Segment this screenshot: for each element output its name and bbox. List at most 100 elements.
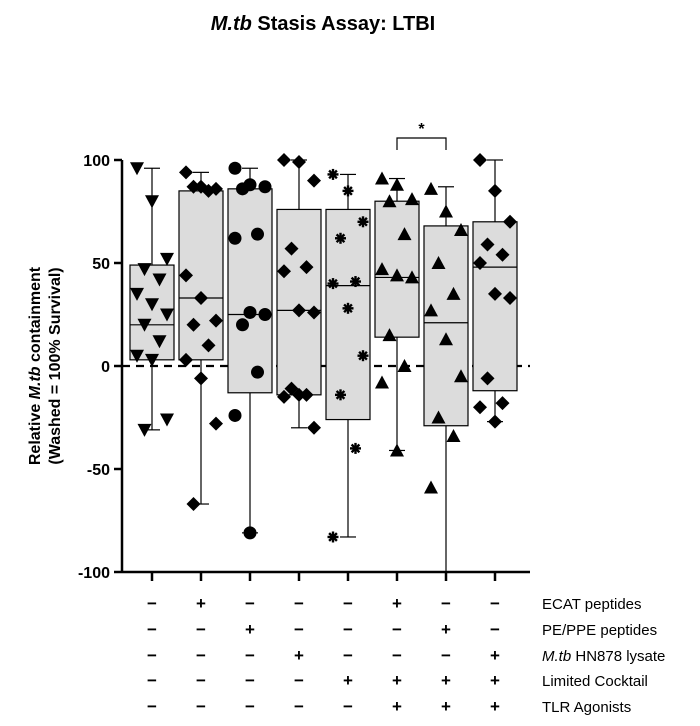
data-point-asterisk bbox=[357, 350, 369, 362]
condition-mark: − bbox=[392, 646, 402, 665]
condition-mark: − bbox=[343, 697, 353, 716]
data-point-triangle-down bbox=[160, 252, 174, 266]
condition-mark: − bbox=[196, 671, 206, 690]
condition-label: PE/PPE peptides bbox=[542, 622, 657, 639]
data-point-diamond bbox=[277, 264, 291, 279]
data-point-asterisk bbox=[357, 216, 369, 228]
data-point-asterisk bbox=[327, 168, 339, 180]
data-point-asterisk bbox=[335, 389, 346, 401]
condition-mark: − bbox=[245, 671, 255, 690]
box bbox=[276, 208, 322, 396]
asterisk-stroke bbox=[358, 217, 368, 227]
data-point-circle bbox=[258, 308, 272, 321]
data-point-triangle-up bbox=[431, 410, 446, 424]
condition-mark: − bbox=[343, 594, 353, 613]
data-point-diamond bbox=[473, 256, 487, 270]
condition-label-italic: M.tb bbox=[542, 648, 571, 665]
data-point-asterisk bbox=[342, 302, 354, 314]
condition-label: M.tb HN878 lysate bbox=[542, 648, 665, 665]
data-point-triangle-down bbox=[160, 308, 174, 322]
asterisk-stroke bbox=[328, 169, 338, 180]
data-point-circle bbox=[228, 408, 242, 422]
data-point-diamond bbox=[277, 389, 291, 404]
data-point-diamond bbox=[495, 247, 510, 262]
data-point-diamond bbox=[503, 214, 517, 229]
data-point-circle bbox=[236, 182, 249, 196]
condition-mark: + bbox=[392, 671, 402, 690]
condition-mark: − bbox=[245, 697, 255, 716]
data-point-triangle-up bbox=[439, 332, 453, 346]
data-point-diamond bbox=[299, 260, 314, 275]
data-points bbox=[130, 153, 517, 543]
asterisk-stroke bbox=[328, 278, 338, 289]
data-point-diamond bbox=[186, 497, 201, 512]
data-point-asterisk bbox=[350, 276, 361, 288]
asterisk-stroke bbox=[358, 350, 368, 361]
data-point-triangle-down bbox=[130, 162, 144, 176]
y-axis-label-line1: Relative M.tb containment bbox=[27, 266, 44, 465]
data-point-diamond bbox=[488, 183, 502, 198]
box bbox=[227, 188, 273, 394]
asterisk-stroke bbox=[350, 276, 361, 287]
condition-mark: − bbox=[147, 646, 157, 665]
condition-label-text: Limited Cocktail bbox=[542, 673, 648, 690]
condition-mark: − bbox=[392, 620, 402, 639]
data-point-triangle-up bbox=[375, 375, 389, 389]
data-point-triangle-up bbox=[424, 303, 438, 317]
box-plots bbox=[129, 159, 518, 572]
box bbox=[325, 208, 371, 421]
data-point-asterisk bbox=[342, 185, 354, 197]
data-point-triangle-up bbox=[390, 443, 404, 457]
condition-mark: + bbox=[490, 697, 500, 716]
asterisk-stroke bbox=[343, 303, 353, 314]
condition-mark: + bbox=[441, 671, 451, 690]
data-point-diamond bbox=[503, 291, 517, 306]
condition-mark: − bbox=[490, 594, 500, 613]
data-point-triangle-up bbox=[375, 171, 389, 185]
data-point-asterisk bbox=[327, 278, 339, 290]
data-point-circle bbox=[251, 365, 264, 379]
significance-star: * bbox=[418, 121, 425, 138]
data-point-diamond bbox=[480, 371, 495, 386]
condition-label: ECAT peptides bbox=[542, 596, 642, 613]
condition-mark: + bbox=[490, 671, 500, 690]
data-point-triangle-up bbox=[405, 192, 419, 206]
data-point-diamond bbox=[209, 416, 223, 431]
data-point-diamond bbox=[473, 400, 487, 415]
condition-mark: + bbox=[196, 594, 206, 613]
data-point-triangle-down bbox=[160, 413, 174, 427]
data-point-asterisk bbox=[327, 531, 339, 543]
data-point-triangle-up bbox=[454, 369, 468, 383]
asterisk-stroke bbox=[343, 186, 353, 196]
data-point-diamond bbox=[292, 155, 306, 170]
data-point-diamond bbox=[194, 291, 208, 306]
condition-mark: − bbox=[196, 620, 206, 639]
y-tick-label: -50 bbox=[87, 462, 110, 479]
data-point-triangle-up bbox=[446, 429, 461, 443]
data-point-triangle-up bbox=[397, 227, 412, 241]
condition-table: − + − − − + − − ECAT peptides − − + − − − + − PE/PPE pept… bbox=[147, 594, 665, 716]
y-tick-label: 100 bbox=[83, 153, 110, 170]
chart-title: M.tb Stasis Assay: LTBI bbox=[211, 13, 436, 35]
condition-mark: − bbox=[490, 620, 500, 639]
condition-mark: − bbox=[196, 697, 206, 716]
ylabel-pre: Relative bbox=[27, 399, 44, 465]
asterisk-stroke bbox=[328, 532, 338, 542]
bracket-line bbox=[396, 137, 447, 150]
data-point-triangle-up bbox=[382, 194, 397, 208]
data-point-diamond bbox=[201, 183, 216, 198]
condition-mark: + bbox=[441, 620, 451, 639]
data-point-circle bbox=[243, 526, 257, 540]
data-point-diamond bbox=[307, 305, 321, 320]
data-point-circle bbox=[251, 227, 264, 241]
data-point-diamond bbox=[179, 352, 193, 367]
condition-label-text: ECAT peptides bbox=[542, 596, 642, 613]
data-point-circle bbox=[258, 180, 272, 194]
data-point-diamond bbox=[488, 414, 502, 429]
condition-mark: − bbox=[294, 620, 304, 639]
condition-mark: − bbox=[343, 646, 353, 665]
data-point-triangle-up bbox=[424, 480, 438, 494]
data-point-diamond bbox=[179, 268, 193, 283]
data-point-circle bbox=[228, 231, 242, 245]
condition-label-text: TLR Agonists bbox=[542, 699, 631, 716]
